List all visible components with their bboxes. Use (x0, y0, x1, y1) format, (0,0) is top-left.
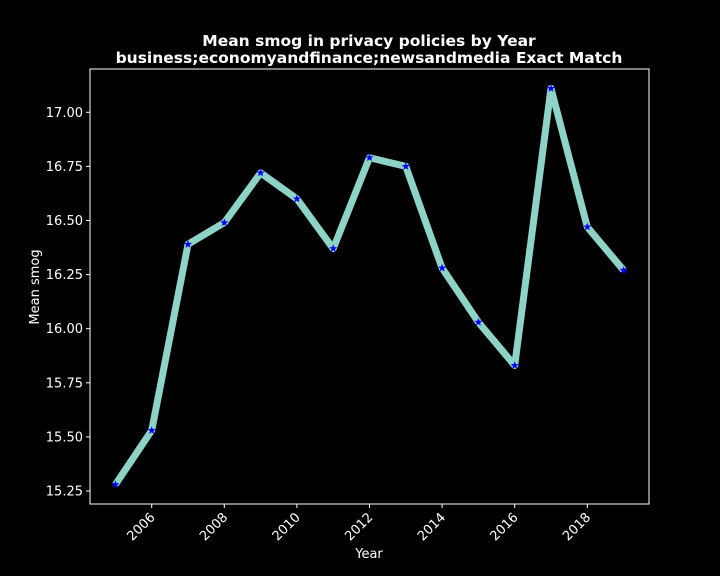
y-tick-label: 16.50 (46, 214, 83, 229)
chart-title: Mean smog in privacy policies by Year (202, 32, 536, 50)
x-axis: 2006 2008 2010 2012 2014 2016 2018 (125, 504, 594, 544)
data-point-star-icon (220, 218, 229, 227)
y-axis-label: Mean smog (28, 249, 43, 324)
y-tick-label: 15.25 (46, 485, 83, 500)
data-point-star-icon (438, 263, 447, 272)
y-axis: 15.25 15.50 15.75 16.00 16.25 16.50 16.75 17.00 (46, 106, 90, 500)
y-tick-label: 15.75 (46, 376, 83, 391)
data-point-star-icon (401, 162, 410, 170)
y-tick-label: 17.00 (46, 106, 83, 121)
data-point-star-icon (292, 194, 301, 203)
x-tick-label: 2012 (342, 510, 376, 544)
data-point-star-icon (619, 266, 628, 274)
y-tick-label: 15.50 (46, 430, 83, 445)
x-tick-label: 2018 (560, 510, 594, 544)
data-point-star-icon (583, 222, 592, 231)
x-tick-label: 2010 (270, 510, 304, 544)
series-layer (111, 84, 628, 488)
data-point-star-icon (184, 240, 192, 248)
data-point-star-icon (256, 168, 265, 177)
data-point-star-icon (147, 426, 156, 434)
data-point-star-icon (510, 361, 519, 369)
x-axis-label: Year (354, 547, 383, 562)
data-point-star-icon (329, 244, 338, 253)
x-tick-label: 2006 (125, 510, 159, 544)
data-point-star-icon (111, 480, 120, 488)
x-tick-label: 2016 (488, 510, 522, 544)
data-point-star-icon (474, 318, 483, 326)
data-point-star-icon (547, 84, 555, 92)
data-point-star-icon (365, 153, 374, 162)
chart-subtitle: business;economyandfinance;newsandmedia … (116, 49, 623, 67)
series-line (112, 84, 627, 487)
x-tick-label: 2014 (415, 510, 449, 544)
x-tick-label: 2008 (197, 510, 231, 544)
y-tick-label: 16.75 (46, 160, 83, 175)
y-tick-label: 16.00 (46, 322, 83, 337)
y-tick-label: 16.25 (46, 268, 83, 283)
